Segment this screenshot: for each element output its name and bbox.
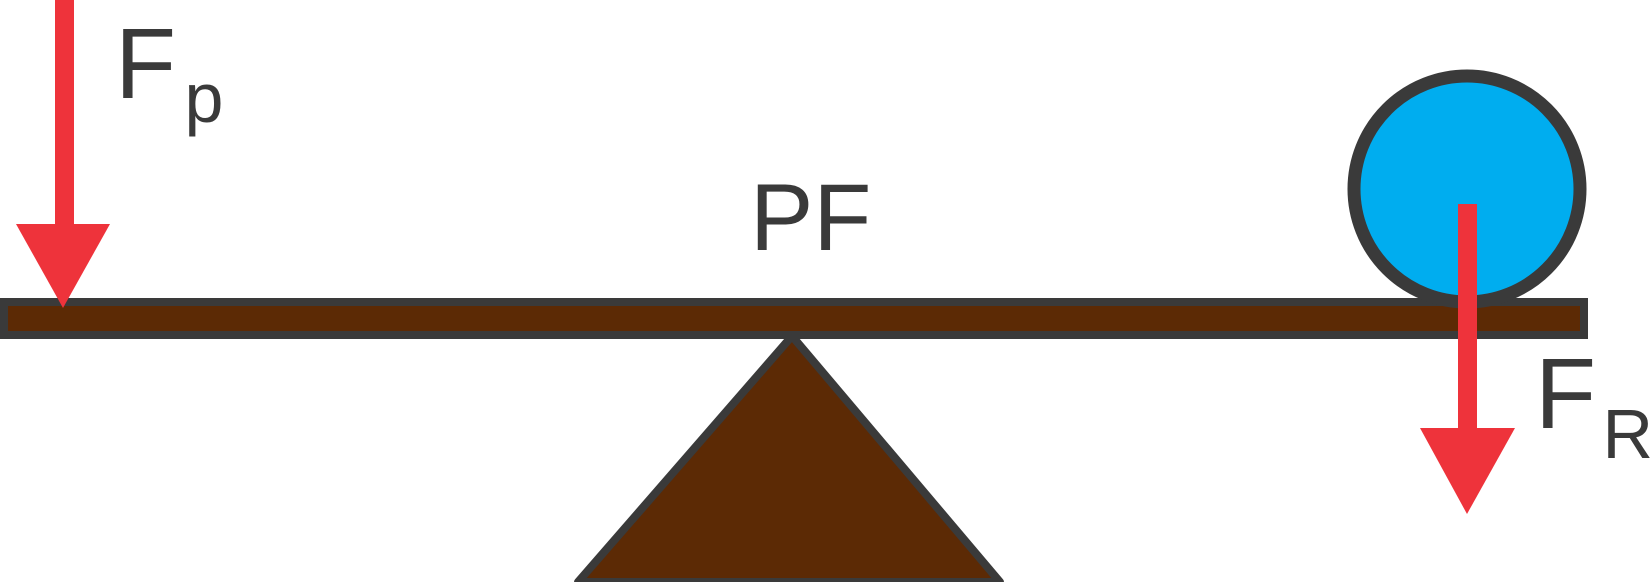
- resistance-force-main: F: [1535, 338, 1596, 450]
- effort-force-arrow: [16, 0, 110, 308]
- resistance-arrow-head: [1420, 428, 1515, 514]
- lever-beam: [0, 298, 1588, 339]
- resistance-force-arrow: [1420, 204, 1515, 514]
- resistance-arrow-shaft: [1458, 204, 1477, 434]
- effort-force-label: F p: [115, 8, 223, 137]
- fulcrum-label: PF: [750, 165, 871, 271]
- fulcrum-triangle: [574, 332, 1004, 582]
- effort-arrow-shaft: [55, 0, 74, 230]
- effort-arrow-head: [16, 224, 110, 308]
- resistance-force-label: F R: [1535, 338, 1650, 473]
- effort-force-sub: p: [185, 59, 224, 137]
- effort-force-main: F: [115, 8, 176, 120]
- resistance-force-sub: R: [1603, 395, 1650, 473]
